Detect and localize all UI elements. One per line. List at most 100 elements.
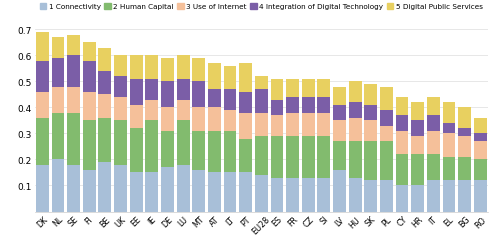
Bar — [271, 137, 283, 178]
Bar — [364, 121, 377, 142]
Bar — [192, 170, 205, 212]
Bar — [364, 85, 377, 105]
Bar — [239, 173, 252, 212]
Bar — [176, 165, 189, 212]
Bar — [271, 116, 283, 137]
Bar — [36, 33, 49, 61]
Bar — [161, 82, 174, 108]
Bar — [224, 131, 237, 173]
Bar — [67, 87, 80, 113]
Bar — [427, 181, 440, 212]
Bar — [161, 168, 174, 212]
Bar — [99, 163, 111, 212]
Bar — [255, 175, 268, 212]
Bar — [317, 113, 330, 137]
Bar — [130, 56, 142, 79]
Bar — [176, 56, 189, 79]
Bar — [239, 92, 252, 113]
Bar — [411, 155, 424, 186]
Bar — [192, 59, 205, 82]
Bar — [224, 111, 237, 131]
Bar — [130, 129, 142, 173]
Bar — [36, 165, 49, 212]
Bar — [208, 108, 221, 131]
Bar — [286, 178, 299, 212]
Bar — [427, 155, 440, 181]
Bar — [380, 87, 393, 111]
Bar — [333, 105, 346, 121]
Bar — [349, 82, 361, 103]
Bar — [474, 160, 487, 181]
Bar — [317, 98, 330, 113]
Bar — [176, 79, 189, 100]
Bar — [349, 103, 361, 118]
Bar — [83, 170, 96, 212]
Bar — [83, 43, 96, 61]
Bar — [302, 178, 315, 212]
Bar — [380, 126, 393, 142]
Bar — [364, 142, 377, 181]
Bar — [83, 61, 96, 92]
Bar — [380, 111, 393, 126]
Bar — [161, 108, 174, 131]
Bar — [145, 56, 158, 79]
Bar — [396, 98, 409, 116]
Bar — [36, 61, 49, 92]
Bar — [443, 103, 456, 123]
Bar — [52, 87, 65, 113]
Bar — [145, 100, 158, 121]
Bar — [239, 139, 252, 173]
Bar — [427, 116, 440, 131]
Bar — [302, 113, 315, 137]
Bar — [364, 105, 377, 121]
Bar — [224, 90, 237, 111]
Bar — [67, 165, 80, 212]
Bar — [286, 98, 299, 113]
Bar — [317, 178, 330, 212]
Bar — [114, 121, 127, 165]
Bar — [99, 48, 111, 72]
Bar — [130, 105, 142, 129]
Bar — [474, 181, 487, 212]
Bar — [114, 56, 127, 77]
Bar — [458, 137, 471, 157]
Bar — [349, 178, 361, 212]
Bar — [427, 98, 440, 116]
Bar — [458, 181, 471, 212]
Bar — [380, 142, 393, 181]
Bar — [458, 129, 471, 137]
Bar — [396, 155, 409, 186]
Bar — [239, 64, 252, 92]
Bar — [333, 121, 346, 142]
Bar — [474, 118, 487, 134]
Bar — [302, 98, 315, 113]
Bar — [255, 137, 268, 175]
Bar — [161, 131, 174, 168]
Bar — [411, 137, 424, 155]
Bar — [99, 72, 111, 95]
Bar — [443, 123, 456, 134]
Bar — [286, 113, 299, 137]
Bar — [192, 82, 205, 108]
Bar — [114, 98, 127, 121]
Bar — [474, 142, 487, 160]
Bar — [333, 142, 346, 170]
Bar — [176, 100, 189, 121]
Bar — [286, 137, 299, 178]
Bar — [474, 134, 487, 142]
Bar — [145, 121, 158, 173]
Bar — [145, 79, 158, 100]
Bar — [161, 59, 174, 82]
Bar — [411, 121, 424, 137]
Bar — [333, 87, 346, 105]
Bar — [364, 181, 377, 212]
Bar — [52, 113, 65, 160]
Bar — [114, 165, 127, 212]
Legend: 1 Connectivity, 2 Human Capital, 3 Use of Internet, 4 Integration of Digital Tec: 1 Connectivity, 2 Human Capital, 3 Use o… — [36, 1, 486, 13]
Bar — [317, 79, 330, 98]
Bar — [239, 113, 252, 139]
Bar — [458, 108, 471, 129]
Bar — [52, 160, 65, 212]
Bar — [411, 103, 424, 121]
Bar — [396, 116, 409, 131]
